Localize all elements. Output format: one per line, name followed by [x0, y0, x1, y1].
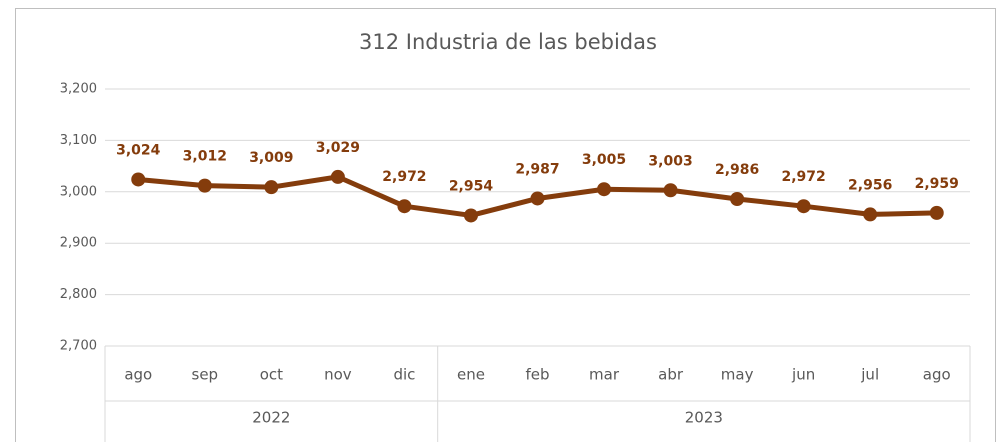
x-tick-label: sep [192, 366, 219, 384]
point [863, 207, 878, 222]
chart-title: 312 Industria de las bebidas [359, 30, 657, 54]
data-label: 2,959 [915, 176, 959, 192]
point [330, 169, 345, 184]
y-tick-label: 3,000 [60, 184, 97, 199]
point [663, 183, 678, 198]
group-label: 2022 [252, 409, 290, 427]
data-label: 3,024 [116, 142, 161, 158]
data-label: 2,972 [782, 169, 826, 185]
x-tick-label: ago [923, 366, 951, 384]
point [530, 191, 545, 206]
data-label: 3,029 [316, 140, 360, 156]
data-label: 3,005 [582, 152, 626, 168]
data-label: 2,972 [382, 169, 426, 185]
y-tick-label: 2,800 [60, 287, 97, 302]
point [597, 182, 612, 197]
point [397, 199, 412, 214]
x-tick-label: jul [860, 366, 879, 384]
data-label: 2,987 [515, 161, 559, 177]
data-label: 2,986 [715, 162, 759, 178]
x-tick-label: ene [457, 366, 485, 384]
x-tick-label: jun [791, 366, 815, 384]
data-label: 2,956 [848, 177, 892, 193]
x-tick-label: nov [324, 366, 352, 384]
point [730, 191, 745, 206]
x-tick-label: abr [658, 366, 684, 384]
chart-border [15, 8, 996, 442]
y-tick-label: 3,200 [60, 82, 97, 97]
x-tick-label: feb [525, 366, 549, 384]
x-tick-label: oct [260, 366, 283, 384]
point [796, 199, 811, 214]
y-tick-label: 2,700 [60, 339, 97, 354]
point [463, 208, 478, 223]
y-tick-label: 3,100 [60, 133, 97, 148]
point [197, 178, 212, 193]
x-tick-label: may [721, 366, 754, 384]
point [131, 172, 146, 187]
point [929, 205, 944, 220]
data-label: 3,012 [183, 149, 227, 165]
data-label: 3,003 [648, 153, 692, 169]
data-label: 2,954 [449, 178, 494, 194]
point [264, 180, 279, 195]
x-tick-label: dic [393, 366, 415, 384]
y-tick-label: 2,900 [60, 236, 97, 251]
group-label: 2023 [685, 409, 723, 427]
data-label: 3,009 [249, 150, 293, 166]
x-tick-label: ago [124, 366, 152, 384]
x-tick-label: mar [589, 366, 620, 384]
